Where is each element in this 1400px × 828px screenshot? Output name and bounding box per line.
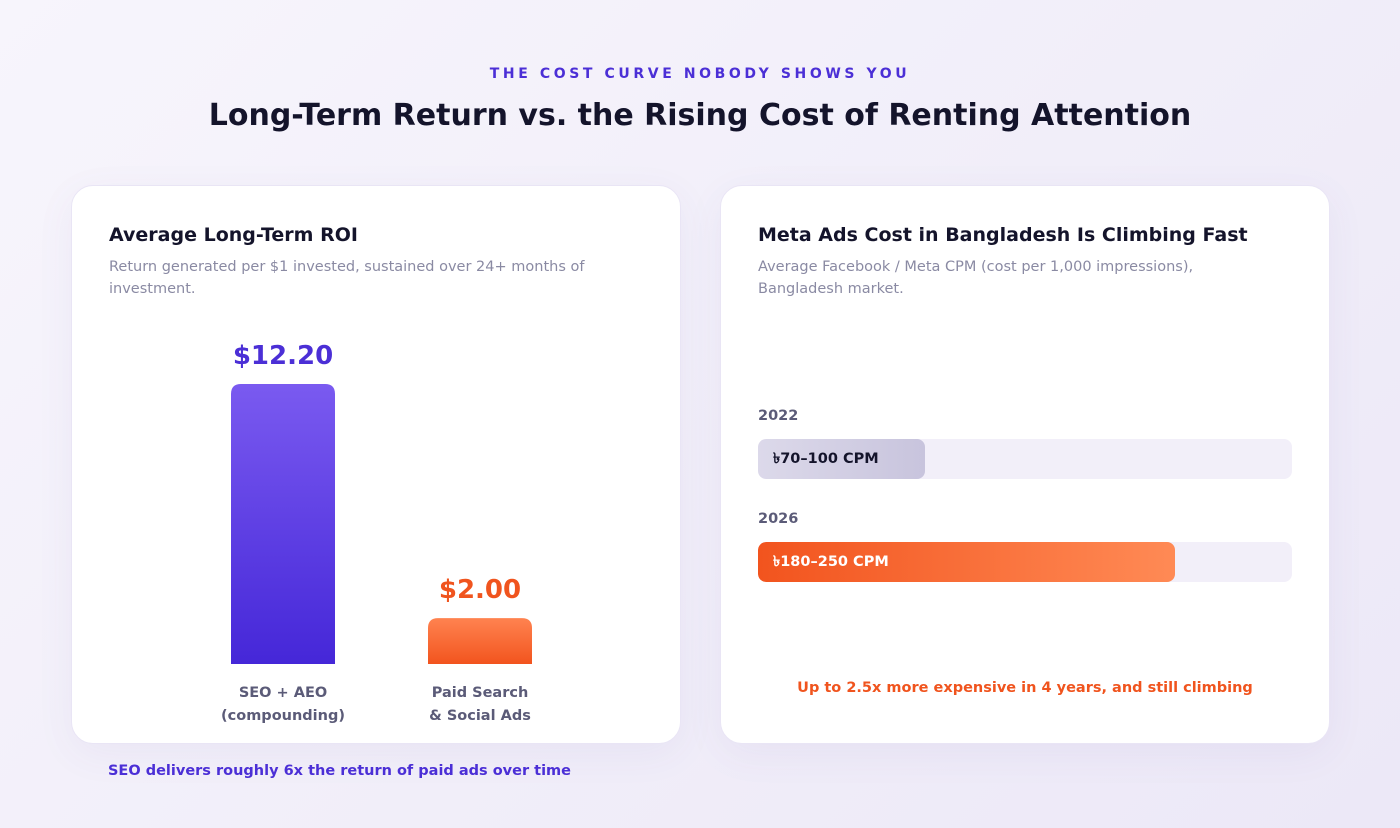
- roi-bar-chart: $12.20 SEO + AEO (compounding) $2.00 Paid Se…: [221, 341, 532, 724]
- eyebrow-label: THE COST CURVE NOBODY SHOWS YOU: [489, 66, 911, 82]
- page-title: Long-Term Return vs. the Rising Cost of …: [208, 98, 1192, 133]
- roi-bar-1: [231, 384, 335, 664]
- roi-bar-2: [428, 618, 532, 664]
- roi-card-title: Average Long-Term ROI: [109, 224, 358, 246]
- cpm-track-2022: ৳70–100 CPM: [758, 439, 1292, 479]
- roi-value-label-1: $12.20: [233, 341, 333, 371]
- cpm-card: Meta Ads Cost in Bangladesh Is Climbing …: [720, 185, 1330, 744]
- cpm-bar-2026: ৳180–250 CPM: [758, 542, 1176, 582]
- cpm-value-label-2022: ৳70–100 CPM: [773, 451, 879, 467]
- cpm-note: Up to 2.5x more expensive in 4 years, an…: [797, 680, 1253, 696]
- cpm-track-2026: ৳180–250 CPM: [758, 542, 1292, 582]
- roi-footnote: SEO delivers roughly 6x the return of pa…: [107, 763, 571, 779]
- roi-card-subtitle: Return generated per $1 invested, sustai…: [109, 259, 585, 297]
- cpm-bar-2022: ৳70–100 CPM: [758, 439, 925, 479]
- year-label-2022: 2022: [758, 408, 799, 424]
- roi-card: Average Long-Term ROI Return generated p…: [71, 185, 681, 744]
- roi-value-label-2: $2.00: [439, 575, 521, 605]
- cpm-card-subtitle: Average Facebook / Meta CPM (cost per 1,…: [758, 259, 1194, 297]
- cpm-card-title: Meta Ads Cost in Bangladesh Is Climbing …: [758, 224, 1248, 246]
- roi-category-label-2: Paid Search & Social Ads: [429, 685, 531, 724]
- year-label-2026: 2026: [758, 511, 799, 527]
- roi-category-label-1: SEO + AEO (compounding): [221, 685, 345, 724]
- cpm-value-label-2026: ৳180–250 CPM: [773, 554, 889, 570]
